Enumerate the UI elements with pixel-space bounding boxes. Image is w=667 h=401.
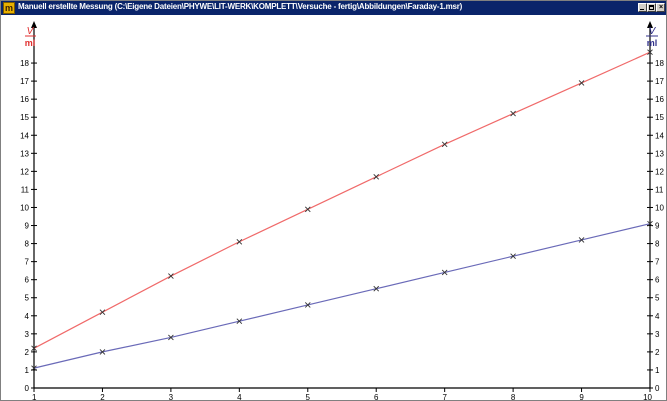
y-tick-label-left: 9: [25, 222, 30, 231]
y-tick-label-right: 10: [655, 203, 664, 212]
minimize-icon: [640, 9, 644, 10]
x-tick-label: 3: [169, 393, 174, 400]
data-point-marker: [578, 80, 585, 86]
series-line-2: [33, 223, 651, 369]
y-tick-label-left: 6: [25, 276, 30, 285]
y-tick-label-left: 7: [25, 258, 30, 267]
y-tick-label-right: 17: [655, 77, 664, 86]
y-tick-label-left: 13: [20, 149, 29, 158]
data-point-marker: [31, 365, 37, 371]
data-point-marker: [168, 334, 174, 341]
y-tick-label-right: 2: [655, 348, 660, 357]
x-tick-label: 1: [32, 393, 37, 400]
app-icon: m: [3, 2, 15, 14]
y-tick-label-right: 0: [655, 384, 660, 393]
y-tick-label-left: 5: [25, 294, 30, 303]
y-tick-label-left: 8: [25, 240, 30, 249]
y-tick-label-left: 15: [20, 113, 29, 122]
x-tick-label: 8: [511, 393, 516, 400]
y-tick-label-left: 0: [25, 384, 30, 393]
data-point-marker: [236, 238, 243, 245]
y-tick-label-left: 4: [25, 312, 30, 321]
y-tick-label-left: 10: [20, 203, 29, 212]
maximize-button[interactable]: [647, 3, 656, 12]
left-axis-symbol: V: [27, 26, 35, 37]
y-tick-label-left: 16: [20, 95, 29, 104]
y-axis-right-arrow: [647, 21, 653, 28]
data-point-marker: [510, 253, 516, 260]
data-point-marker: [441, 269, 448, 276]
data-point-marker: [99, 349, 106, 355]
data-point-marker: [441, 141, 448, 148]
series: [31, 49, 653, 371]
y-tick-label-left: 3: [25, 330, 30, 339]
minimize-button[interactable]: [638, 3, 647, 12]
y-tick-label-right: 1: [655, 366, 660, 375]
y-tick-label-left: 17: [20, 77, 29, 86]
data-point-marker: [647, 220, 653, 227]
data-point-marker: [578, 237, 585, 243]
x-tick-label: 2: [100, 393, 105, 400]
y-tick-label-right: 11: [655, 185, 664, 194]
x-tick-label: 6: [374, 393, 379, 400]
data-point-marker: [304, 302, 311, 308]
right-axis-symbol: V: [649, 26, 657, 37]
y-tick-label-right: 3: [655, 330, 660, 339]
data-point-marker: [647, 49, 653, 56]
x-tick-label: 7: [442, 393, 447, 400]
y-tick-label-right: 9: [655, 222, 660, 231]
y-axis-left-arrow: [31, 21, 37, 28]
data-point-marker: [236, 318, 243, 325]
y-tick-label-right: 4: [655, 312, 660, 321]
data-point-marker: [510, 110, 516, 117]
maximize-icon: [649, 5, 654, 10]
y-tick-label-left: 12: [20, 167, 29, 176]
data-point-marker: [168, 273, 174, 279]
y-tick-label-right: 7: [655, 258, 660, 267]
y-tick-label-right: 5: [655, 294, 660, 303]
x-tick-label: 4: [237, 393, 242, 400]
right-axis-unit: ml: [647, 38, 658, 48]
window-title: Manuell erstellte Messung (C:\Eigene Dat…: [18, 2, 463, 11]
y-tick-label-right: 8: [655, 240, 660, 249]
x-tick-label: 5: [306, 393, 311, 400]
y-tick-label-left: 2: [25, 348, 30, 357]
data-point-marker: [373, 285, 380, 292]
left-axis-unit: ml: [25, 38, 36, 48]
data-point-marker: [304, 206, 311, 213]
close-icon: ×: [658, 4, 664, 11]
y-tick-label-right: 13: [655, 149, 664, 158]
x-tick-label: 9: [579, 393, 584, 400]
data-point-marker: [99, 309, 106, 315]
y-tick-label-left: 1: [25, 366, 30, 375]
axis-labels: V ml V ml: [25, 26, 658, 48]
y-tick-label-right: 15: [655, 113, 664, 122]
data-point-marker: [373, 173, 380, 180]
x-tick-label: 10: [643, 393, 652, 400]
title-bar[interactable]: m Manuell erstellte Messung (C:\Eigene D…: [1, 1, 666, 15]
y-tick-label-left: 14: [20, 131, 29, 140]
data-point-marker: [31, 345, 37, 352]
close-button[interactable]: ×: [656, 3, 665, 12]
y-tick-label-right: 14: [655, 131, 664, 140]
y-tick-label-left: 18: [20, 59, 29, 68]
y-tick-label-right: 16: [655, 95, 664, 104]
series-line-1: [33, 51, 651, 349]
y-tick-label-left: 11: [21, 185, 30, 194]
y-tick-label-right: 18: [655, 59, 664, 68]
y-tick-label-right: 6: [655, 276, 660, 285]
y-tick-label-right: 12: [655, 167, 664, 176]
